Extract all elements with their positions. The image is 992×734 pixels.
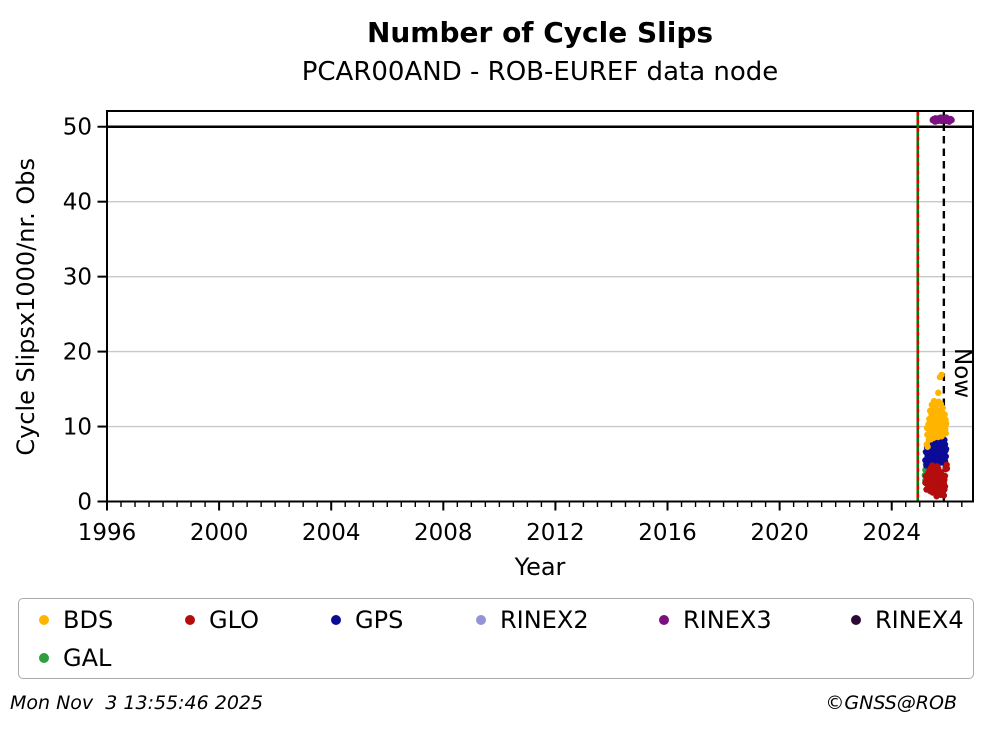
series-RINEX3 <box>929 114 955 125</box>
x-tick-label: 1996 <box>78 520 137 546</box>
legend-dot-rinex4 <box>851 614 861 625</box>
y-tick-label: 50 <box>63 115 92 141</box>
x-tick-label: 2024 <box>862 520 921 546</box>
credit: ©GNSS@ROB <box>825 692 957 714</box>
x-tick-label: 2012 <box>526 520 585 546</box>
legend-item-rinex4: RINEX4 <box>851 602 964 638</box>
legend-label: GAL <box>63 643 112 672</box>
legend-dot-glo <box>185 614 195 625</box>
now-label: Now <box>949 348 975 399</box>
legend-label: RINEX4 <box>875 605 964 634</box>
legend-item-bds: BDS <box>39 602 113 638</box>
plot-frame <box>106 110 974 503</box>
legend-dot-gal <box>39 652 49 663</box>
legend-label: BDS <box>63 605 114 634</box>
y-tick-label: 30 <box>63 265 92 291</box>
series-GLO <box>922 461 951 500</box>
y-tick-label: 0 <box>77 490 92 516</box>
chart-subtitle: PCAR00AND - ROB-EUREF data node <box>301 57 779 87</box>
legend-item-gal: GAL <box>39 640 111 676</box>
legend-label: RINEX3 <box>683 605 772 634</box>
x-axis-label: Year <box>514 553 566 581</box>
x-tick-label: 2004 <box>302 520 361 546</box>
gridlines <box>107 125 973 428</box>
legend-item-glo: GLO <box>185 602 259 638</box>
legend-dot-rinex3 <box>659 614 669 625</box>
legend-item-rinex3: RINEX3 <box>659 602 772 638</box>
y-tick-label: 40 <box>63 190 92 216</box>
x-tick-label: 2000 <box>190 520 249 546</box>
y-axis-label: Cycle Slipsx1000/nr. Obs <box>12 157 40 456</box>
y-tick-label: 10 <box>63 415 92 441</box>
legend-dot-bds <box>39 614 49 625</box>
legend-dot-gps <box>331 614 341 625</box>
x-axis-ticks: 1996 2000 2004 2008 2012 2016 2020 2024 <box>78 501 963 546</box>
x-tick-label: 2020 <box>750 520 809 546</box>
chart-title: Number of Cycle Slips <box>366 16 714 49</box>
x-tick-label: 2008 <box>414 520 473 546</box>
legend-label: GPS <box>355 605 404 634</box>
legend: BDS GLO GPS RINEX2 RINEX3 RINEX4 GAL <box>18 598 974 679</box>
legend-label: GLO <box>209 605 260 634</box>
x-tick-label: 2016 <box>638 520 697 546</box>
legend-label: RINEX2 <box>500 605 589 634</box>
legend-item-gps: GPS <box>331 602 403 638</box>
legend-item-rinex2: RINEX2 <box>476 602 589 638</box>
timestamp: Mon Nov 3 13:55:46 2025 <box>10 692 264 714</box>
y-axis-ticks: 0 10 20 30 40 50 <box>63 115 107 516</box>
y-tick-label: 20 <box>63 340 92 366</box>
legend-dot-rinex2 <box>476 614 486 625</box>
series-BDS <box>923 371 950 450</box>
